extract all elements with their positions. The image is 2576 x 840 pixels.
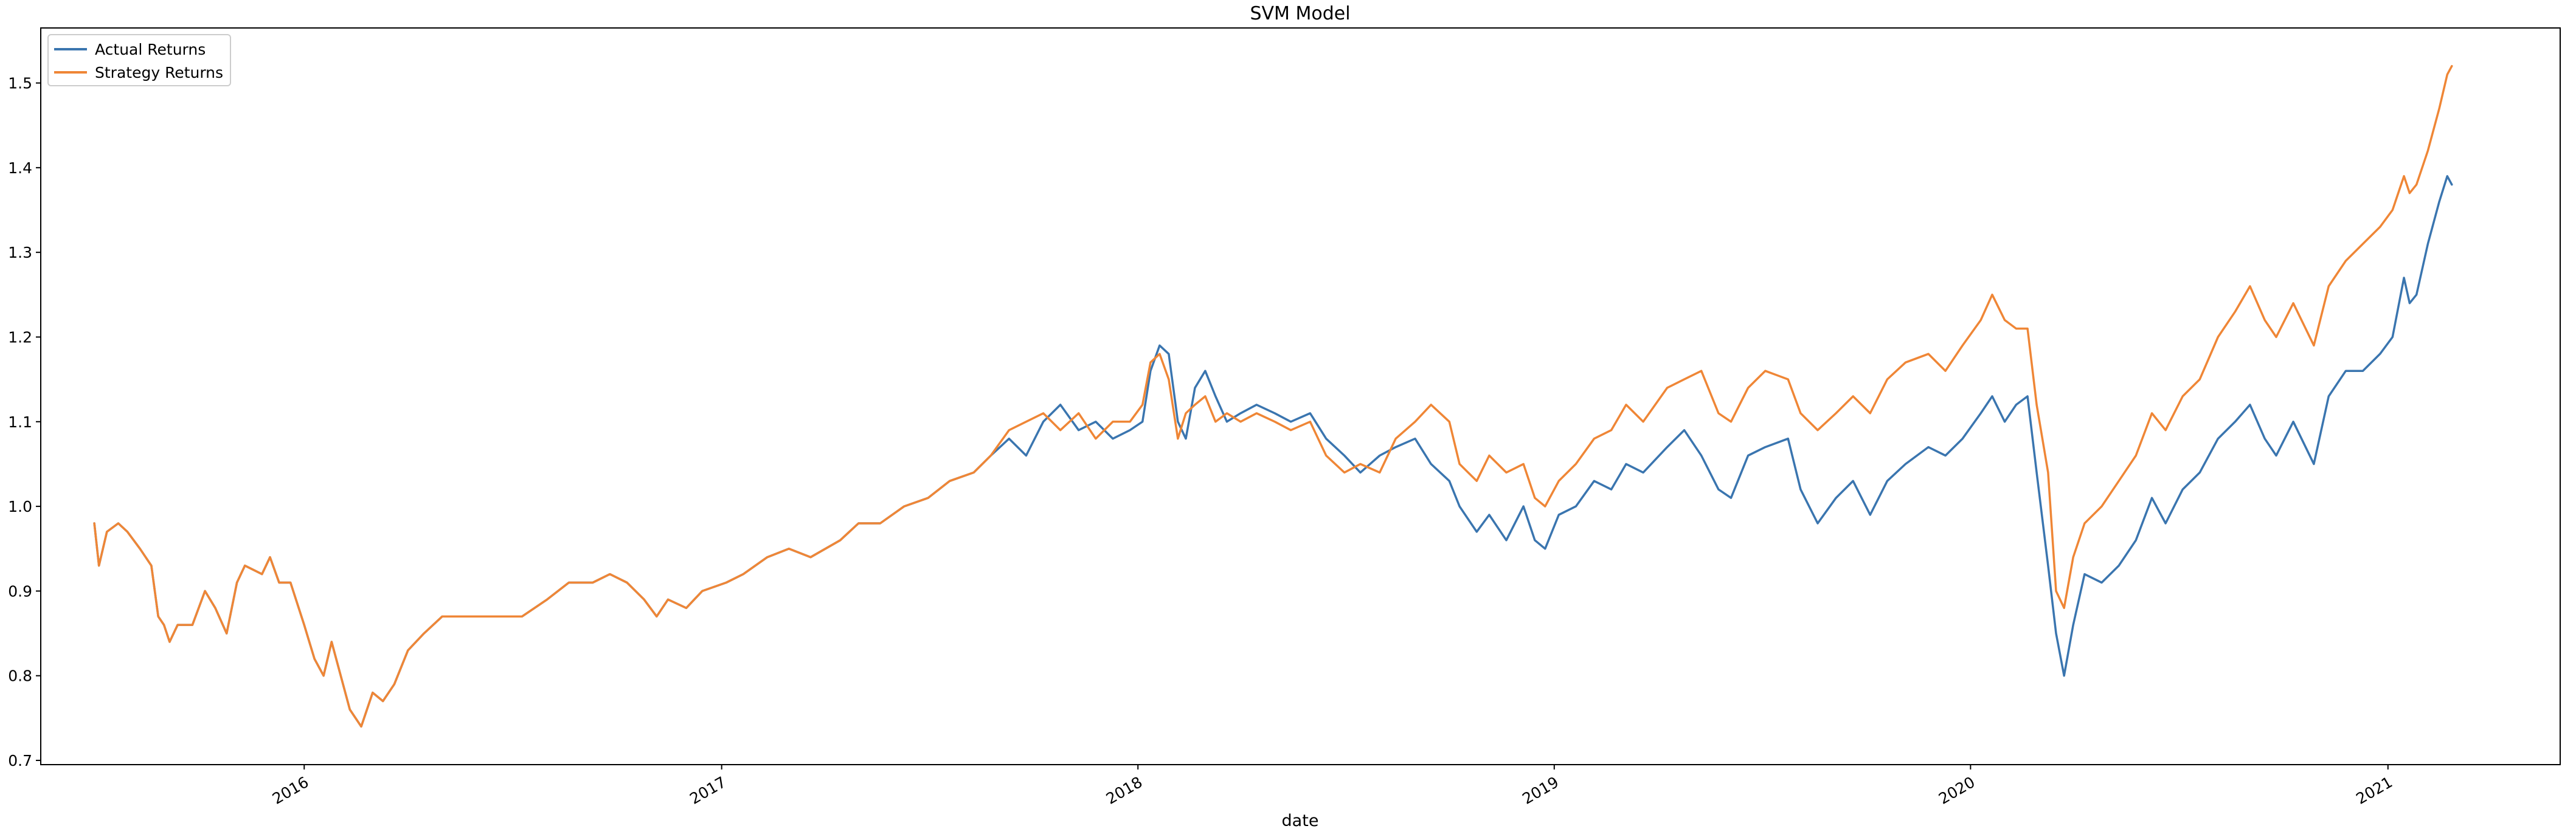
y-tick-label: 1.5 bbox=[8, 75, 32, 92]
series-layer bbox=[93, 64, 2453, 728]
y-tick-label: 1.2 bbox=[8, 328, 32, 346]
x-axis-label: date bbox=[1282, 811, 1319, 830]
y-tick-label: 0.8 bbox=[8, 667, 32, 685]
series-line-strategy-returns bbox=[93, 64, 2453, 728]
axes-frame bbox=[40, 27, 2561, 765]
y-tick-label: 0.9 bbox=[8, 582, 32, 600]
y-tick-label: 1.0 bbox=[8, 498, 32, 515]
legend-label-strategy-returns: Strategy Returns bbox=[95, 64, 223, 81]
y-axis: 0.7 0.8 0.9 1.0 1.1 1.2 1.3 1.4 1.5 bbox=[8, 75, 41, 769]
legend-box bbox=[47, 34, 231, 86]
y-tick-label: 1.3 bbox=[8, 244, 32, 261]
y-tick-label: 1.1 bbox=[8, 413, 32, 431]
y-tick-label: 1.4 bbox=[8, 159, 32, 177]
chart-title: SVM Model bbox=[1250, 3, 1350, 24]
y-tick-label: 0.7 bbox=[8, 752, 32, 769]
legend[interactable]: Actual Returns Strategy Returns bbox=[47, 34, 231, 86]
legend-label-actual-returns: Actual Returns bbox=[95, 41, 206, 58]
